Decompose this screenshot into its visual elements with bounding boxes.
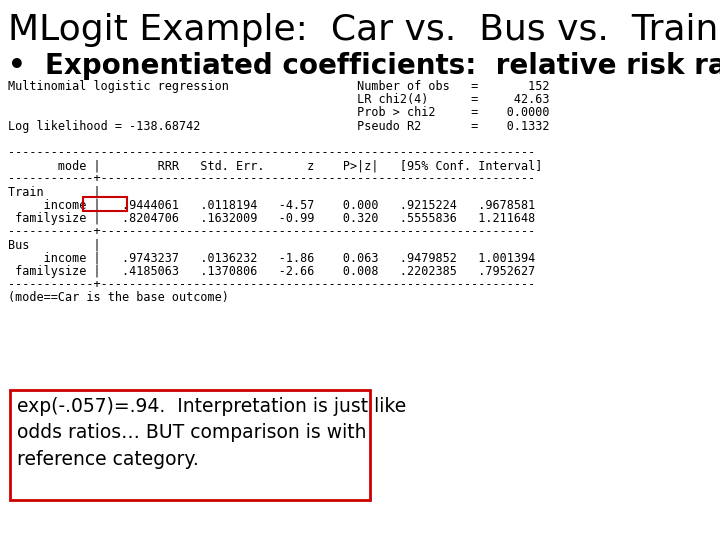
Text: LR chi2(4)      =     42.63: LR chi2(4) = 42.63 bbox=[8, 93, 549, 106]
Text: familysize |   .8204706   .1632009   -0.99    0.320   .5555836   1.211648: familysize | .8204706 .1632009 -0.99 0.3… bbox=[8, 212, 535, 225]
FancyBboxPatch shape bbox=[10, 390, 370, 500]
Text: ------------+-------------------------------------------------------------: ------------+---------------------------… bbox=[8, 225, 535, 238]
Text: income |   .9444061   .0118194   -4.57    0.000   .9215224   .9678581: income | .9444061 .0118194 -4.57 0.000 .… bbox=[8, 199, 535, 212]
Text: Bus         |: Bus | bbox=[8, 238, 101, 252]
Text: Train       |: Train | bbox=[8, 186, 101, 199]
Text: mode |        RRR   Std. Err.      z    P>|z|   [95% Conf. Interval]: mode | RRR Std. Err. z P>|z| [95% Conf. … bbox=[8, 159, 542, 172]
Text: exp(-.057)=.94.  Interpretation is just like
odds ratios… BUT comparison is with: exp(-.057)=.94. Interpretation is just l… bbox=[17, 397, 406, 469]
Text: Log likelihood = -138.68742                      Pseudo R2       =    0.1332: Log likelihood = -138.68742 Pseudo R2 = … bbox=[8, 119, 549, 133]
Text: (mode==Car is the base outcome): (mode==Car is the base outcome) bbox=[8, 291, 229, 304]
Text: Prob > chi2     =    0.0000: Prob > chi2 = 0.0000 bbox=[8, 106, 549, 119]
Text: familysize |   .4185063   .1370806   -2.66    0.008   .2202385   .7952627: familysize | .4185063 .1370806 -2.66 0.0… bbox=[8, 265, 535, 278]
Text: --------------------------------------------------------------------------: ----------------------------------------… bbox=[8, 146, 535, 159]
Text: •  Exponentiated coefficients:  relative risk ratios: • Exponentiated coefficients: relative r… bbox=[8, 52, 720, 80]
Text: MLogit Example:  Car vs.  Bus vs.  Train: MLogit Example: Car vs. Bus vs. Train bbox=[8, 13, 719, 47]
Text: ------------+-------------------------------------------------------------: ------------+---------------------------… bbox=[8, 278, 535, 291]
Text: ------------+-------------------------------------------------------------: ------------+---------------------------… bbox=[8, 172, 535, 185]
Text: income |   .9743237   .0136232   -1.86    0.063   .9479852   1.001394: income | .9743237 .0136232 -1.86 0.063 .… bbox=[8, 252, 535, 265]
Text: Multinomial logistic regression                  Number of obs   =       152: Multinomial logistic regression Number o… bbox=[8, 80, 549, 93]
